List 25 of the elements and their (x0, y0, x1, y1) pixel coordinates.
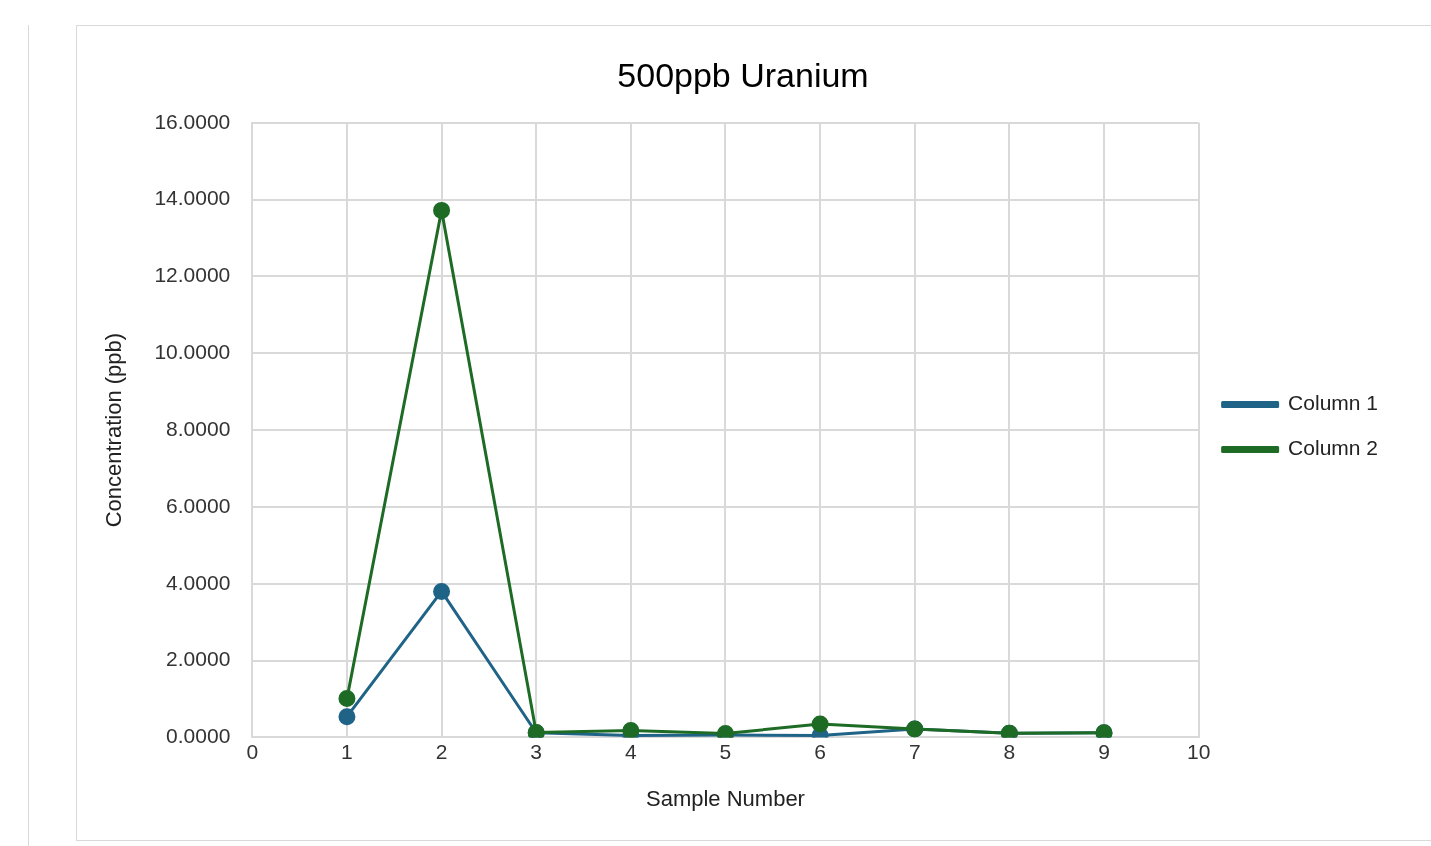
y-axis-title: Concentration (ppb) (101, 332, 127, 528)
y-tick-label: 8.0000 (166, 416, 231, 440)
x-tick-label: 0 (246, 739, 259, 763)
y-tick-label: 2.0000 (166, 647, 231, 671)
y-tick-label: 10.0000 (154, 340, 231, 364)
y-tick-label: 12.0000 (154, 263, 231, 287)
y-tick-label: 14.0000 (154, 186, 231, 210)
chart-title: 500ppb Uranium (617, 55, 869, 94)
x-tick-label: 9 (1098, 739, 1110, 763)
y-tick-label: 0.0000 (166, 724, 231, 748)
legend-label: Column 1 (1288, 391, 1379, 415)
x-tick-label: 10 (1186, 739, 1211, 763)
x-tick-label: 1 (341, 739, 353, 763)
x-axis-title: Sample Number (645, 785, 805, 811)
y-tick-label: 4.0000 (166, 570, 231, 594)
legend-label: Column 2 (1288, 436, 1379, 460)
y-tick-label: 6.0000 (166, 493, 231, 517)
x-tick-label: 8 (1003, 739, 1016, 763)
x-tick-label: 4 (624, 739, 637, 763)
x-tick-label: 2 (435, 739, 448, 763)
x-tick-label: 7 (908, 739, 921, 763)
x-tick-label: 3 (530, 739, 543, 763)
y-tick-label: 16.0000 (154, 109, 231, 133)
x-tick-label: 6 (814, 739, 826, 763)
x-tick-label: 5 (719, 739, 732, 763)
